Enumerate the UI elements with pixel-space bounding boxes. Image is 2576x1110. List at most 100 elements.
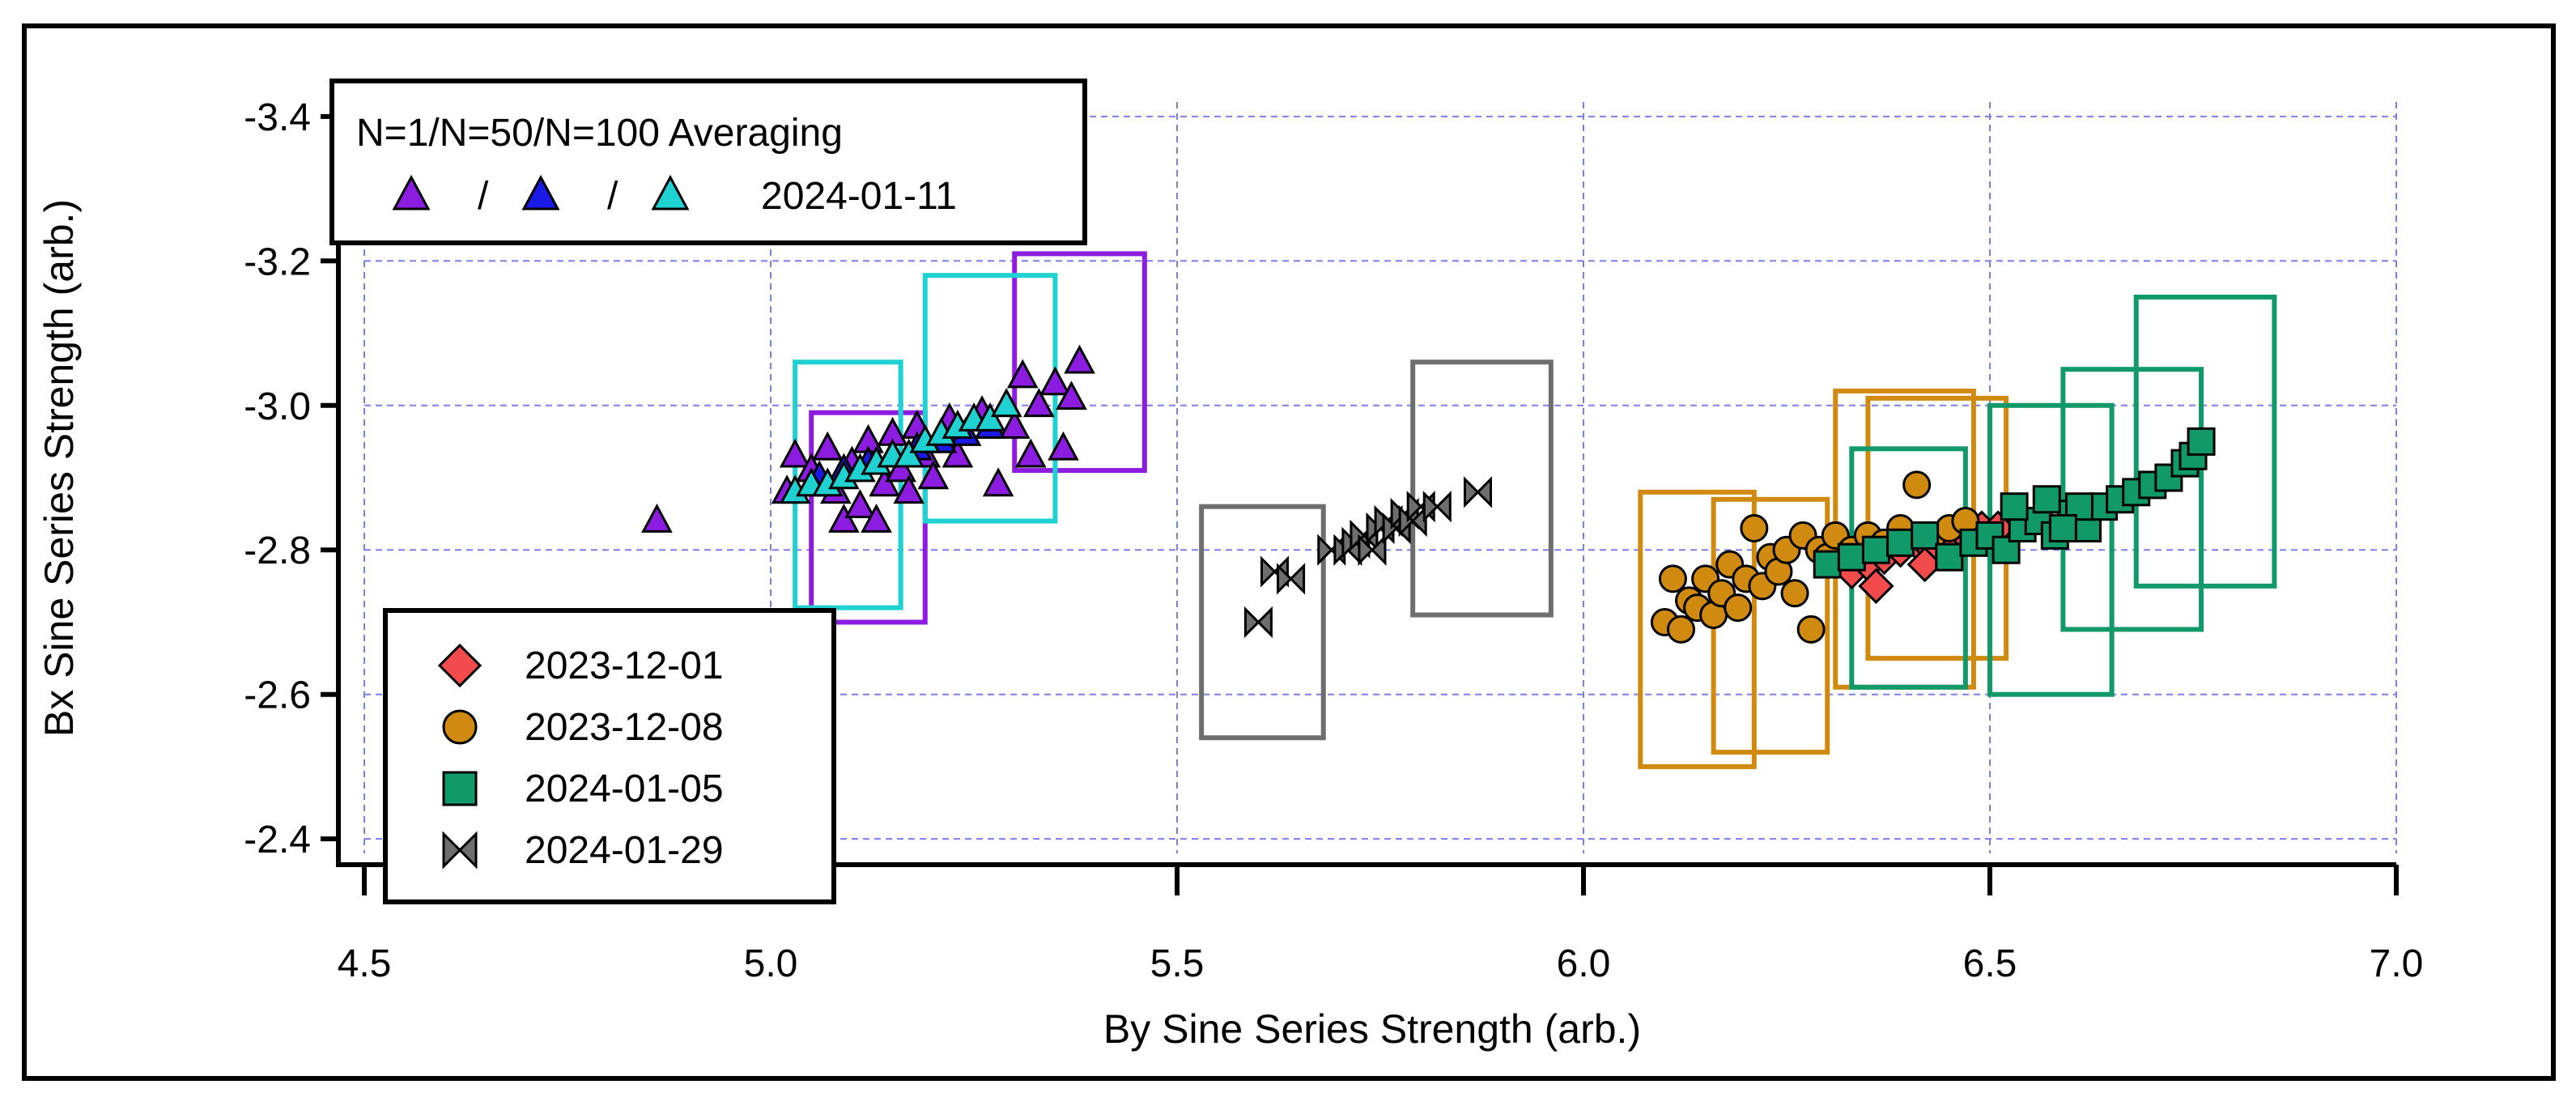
data-point <box>1317 534 1333 566</box>
legend-top-markers <box>392 174 690 211</box>
uncertainty-box <box>1410 359 1554 618</box>
legend-top-title: N=1/N=50/N=100 Averaging <box>356 112 843 155</box>
y-axis-title: Bx Sine Series Strength (arb.) <box>36 199 82 737</box>
data-point <box>1333 534 1350 566</box>
legend-top-separator-2: / <box>607 175 618 218</box>
data-point <box>1048 431 1079 461</box>
data-point <box>974 402 1006 432</box>
data-point <box>2048 513 2077 542</box>
data-point <box>990 388 1022 418</box>
data-point <box>1411 504 1427 538</box>
legend-marker <box>442 771 478 806</box>
data-point <box>1476 476 1492 508</box>
legend-entry-label: 2024-01-05 <box>525 768 724 810</box>
x-axis-title: By Sine Series Strength (arb.) <box>1103 1006 1641 1052</box>
legend-top-label: 2024-01-11 <box>761 175 957 218</box>
legend-bottom-markers <box>437 643 482 870</box>
data-point <box>811 431 844 461</box>
data-point <box>1398 504 1415 538</box>
uncertainty-box <box>2133 294 2277 589</box>
data-point <box>1435 491 1452 523</box>
legend-top: N=1/N=50/N=100 Averaging / / 2024-01-11 <box>329 79 1087 245</box>
data-point <box>2000 492 2029 521</box>
data-point <box>1935 542 1964 572</box>
data-point <box>2032 485 2061 514</box>
uncertainty-box <box>1012 251 1147 474</box>
data-point <box>844 489 876 518</box>
y-tick-label: -3.4 <box>244 96 311 139</box>
data-point <box>893 474 925 504</box>
data-point <box>1406 491 1423 523</box>
data-point <box>1861 535 1890 564</box>
legend-marker <box>521 174 560 211</box>
uncertainty-box <box>922 273 1058 524</box>
y-tick-label: -2.6 <box>244 674 311 717</box>
data-point <box>1358 534 1375 566</box>
legend-entry-label: 2023-12-08 <box>525 706 724 749</box>
y-tick-label: -2.4 <box>244 819 311 861</box>
data-point <box>998 409 1031 439</box>
data-point <box>1902 470 1932 500</box>
data-point <box>1370 534 1387 566</box>
data-points <box>641 344 2216 644</box>
legend-top-separator-1: / <box>478 175 489 218</box>
data-point <box>1796 615 1826 644</box>
data-point <box>1350 519 1367 552</box>
data-point <box>1911 521 1940 550</box>
data-point <box>1366 512 1383 545</box>
data-point <box>2187 427 2216 456</box>
x-tick-label: 4.5 <box>338 942 392 985</box>
uncertainty-box <box>1638 489 1757 769</box>
data-point <box>1256 606 1273 639</box>
data-point <box>1374 504 1391 538</box>
uncertainty-box <box>1987 402 2115 697</box>
data-point <box>1056 381 1087 410</box>
legend-entry-label: 2023-12-01 <box>525 644 724 687</box>
data-point <box>1064 344 1095 374</box>
y-tick-label: -3.0 <box>244 385 311 428</box>
legend-entry-label: 2024-01-29 <box>525 829 724 872</box>
data-point <box>1006 359 1039 389</box>
data-point <box>1780 579 1809 608</box>
x-tick-label: 5.5 <box>1150 942 1205 985</box>
y-tick-label: -3.2 <box>244 240 311 283</box>
data-point <box>861 503 892 533</box>
data-point <box>1277 563 1293 595</box>
data-point <box>1260 555 1277 588</box>
data-point <box>641 503 673 533</box>
legend-marker <box>437 643 482 688</box>
figure-frame <box>22 23 2556 1081</box>
x-tick-label: 7.0 <box>2370 942 2424 985</box>
x-tick-label: 6.0 <box>1557 942 1611 985</box>
data-point <box>917 460 950 490</box>
legend-marker <box>442 709 478 745</box>
data-point <box>1813 550 1842 579</box>
data-point <box>1243 606 1260 639</box>
data-point <box>779 438 811 468</box>
data-point <box>885 453 916 483</box>
axes: 4.5 5.0 5.5 6.0 6.5 7.0 -2.4 -2.6 -2.8 -3.0 -3.2 -3… <box>244 96 2423 985</box>
data-point <box>1666 615 1695 644</box>
x-tick-label: 5.0 <box>744 942 798 985</box>
data-point <box>942 438 974 468</box>
y-tick-label: -2.8 <box>244 529 311 572</box>
data-point <box>1858 568 1894 604</box>
legend-marker <box>651 174 690 211</box>
data-point <box>1422 491 1439 523</box>
data-point <box>1023 388 1055 418</box>
x-tick-label: 6.5 <box>1963 942 2017 985</box>
uncertainty-box <box>2060 367 2204 632</box>
data-point <box>1039 366 1071 396</box>
data-point <box>893 438 925 468</box>
data-point <box>1341 526 1358 559</box>
legend-top-frame <box>329 79 1087 245</box>
data-point <box>1390 497 1407 530</box>
uncertainty-box <box>1199 504 1326 741</box>
legend-marker <box>442 831 462 870</box>
legend-bottom: 2023-12-01 2023-12-08 2024-01-05 2024-01… <box>383 608 836 904</box>
data-point <box>982 467 1014 497</box>
data-point <box>1463 476 1480 508</box>
data-point <box>1837 542 1866 572</box>
data-point <box>1724 593 1753 623</box>
